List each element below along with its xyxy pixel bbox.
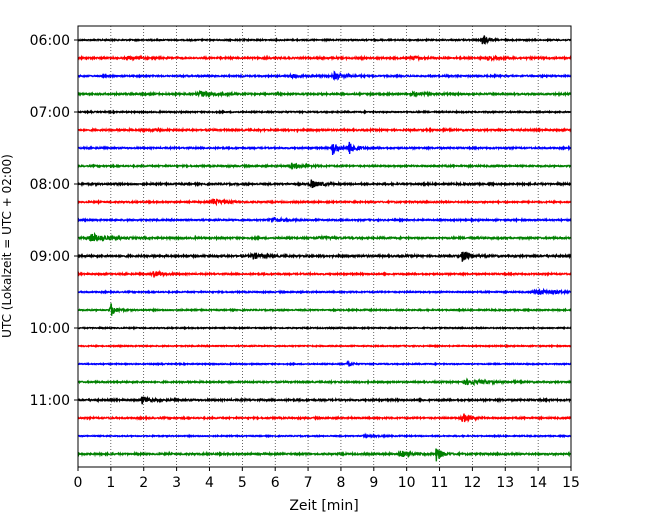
- x-tick-label: 12: [463, 475, 481, 491]
- x-tick-label: 7: [304, 475, 313, 491]
- x-tick-label: 8: [336, 475, 345, 491]
- trace-0845: [77, 231, 572, 242]
- y-tick-label: 10:00: [30, 321, 70, 337]
- x-tick-label: 5: [238, 475, 247, 491]
- x-tick-label: 9: [369, 475, 378, 491]
- x-tick-label: 1: [106, 475, 115, 491]
- x-tick-label: 3: [172, 475, 181, 491]
- x-tick-label: 2: [139, 475, 148, 491]
- trace-0945: [77, 303, 572, 316]
- trace-0800: [77, 179, 572, 189]
- y-tick-label: 11:00: [30, 393, 70, 409]
- trace-1130: [77, 432, 572, 440]
- x-tick-label: 13: [496, 475, 514, 491]
- trace-0645: [77, 89, 572, 98]
- trace-1000: [77, 325, 572, 331]
- x-tick-label: 6: [271, 475, 280, 491]
- x-tick-label: 14: [529, 475, 547, 491]
- trace-1015: [77, 343, 572, 349]
- y-axis-title: UTC (Lokalzeit = UTC + 02:00): [0, 154, 14, 338]
- trace-1100: [77, 395, 572, 405]
- trace-0600: [77, 35, 572, 45]
- trace-1045: [77, 377, 572, 387]
- x-tick-label: 10: [398, 475, 416, 491]
- trace-0930: [77, 287, 572, 296]
- trace-1030: [77, 359, 572, 367]
- x-tick-label: 0: [74, 475, 83, 491]
- x-tick-label: 11: [431, 475, 449, 491]
- y-tick-label: 07:00: [30, 105, 70, 121]
- x-axis-title: Zeit [min]: [289, 498, 358, 514]
- y-tick-label: 09:00: [30, 249, 70, 265]
- y-axis: 06:00 07:00 08:00 09:00 10:00 11:00: [30, 33, 78, 409]
- trace-1145: [77, 448, 572, 462]
- trace-0815: [77, 197, 572, 207]
- trace-0745: [77, 162, 572, 171]
- trace-1115: [77, 413, 572, 423]
- trace-0715: [77, 126, 572, 134]
- plot-frame: [77, 25, 572, 468]
- trace-0900: [77, 251, 572, 262]
- trace-0915: [77, 269, 572, 278]
- x-axis: 0 1 2 3 4 5 6 7 8 9 10 11 12 13 14 15: [74, 467, 580, 491]
- trace-0830: [77, 216, 572, 224]
- trace-0630: [77, 70, 572, 81]
- x-tick-label: 4: [205, 475, 214, 491]
- y-tick-label: 08:00: [30, 177, 70, 193]
- x-tick-label: 15: [562, 475, 580, 491]
- trace-0730: [77, 141, 572, 156]
- y-tick-label: 06:00: [30, 33, 70, 49]
- trace-0615: [77, 54, 572, 63]
- seismogram-traces: [77, 35, 572, 462]
- trace-0700: [77, 109, 572, 115]
